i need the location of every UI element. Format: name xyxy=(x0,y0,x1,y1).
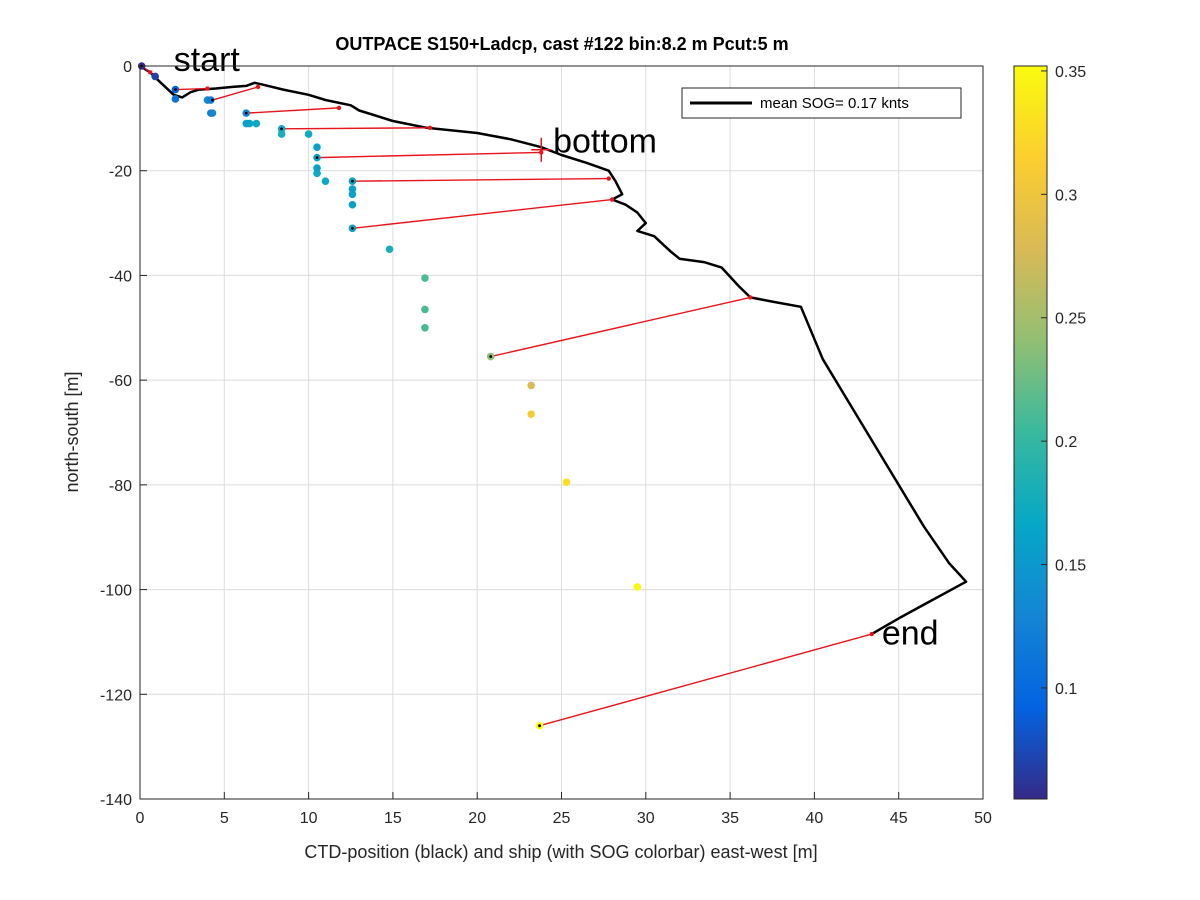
ship-point xyxy=(348,190,357,199)
ship-point xyxy=(313,169,321,178)
connector-line xyxy=(175,87,208,91)
ship-point-marker xyxy=(211,98,214,102)
y-tick-label: -100 xyxy=(100,583,132,600)
connector-line xyxy=(352,177,609,182)
ctd-track-line xyxy=(139,64,968,636)
annotation-layer: start bottom end xyxy=(174,41,939,652)
chart-title: OUTPACE S150+Ladcp, cast #122 bin:8.2 m … xyxy=(335,34,788,54)
ship-point xyxy=(421,305,429,314)
colorbar-tick-label: 0.3 xyxy=(1055,187,1077,204)
annotation-bottom: bottom xyxy=(553,122,657,160)
ship-point xyxy=(313,164,321,172)
y-tick-label: -120 xyxy=(100,687,132,704)
ship-point xyxy=(348,200,357,209)
y-tick-label: -80 xyxy=(109,478,132,495)
ctd-track-layer xyxy=(139,64,968,636)
ship-point-marker xyxy=(244,111,248,115)
tick-labels: 0 5 10 15 20 25 30 35 40 45 50 0 -20 -40 -60 -80 -100 -12… xyxy=(100,59,992,827)
ship-point-marker xyxy=(315,156,319,160)
connector-ctd-marker xyxy=(255,84,261,90)
x-tick-label: 10 xyxy=(300,810,318,827)
colorbar-ticks: 0.1 0.15 0.2 0.25 0.3 0.35 xyxy=(1041,64,1086,698)
ship-point xyxy=(385,245,394,254)
x-tick-label: 40 xyxy=(806,810,824,827)
ship-point-marker xyxy=(280,127,284,131)
colorbar-tick-label: 0.35 xyxy=(1055,64,1086,81)
colorbar-tick-label: 0.2 xyxy=(1055,434,1077,451)
ship-point xyxy=(321,177,330,185)
connector-line xyxy=(490,296,751,358)
y-tick-label: -140 xyxy=(100,792,132,809)
legend-entry: mean SOG= 0.17 knts xyxy=(760,95,909,112)
ship-point xyxy=(421,323,429,332)
x-tick-label: 35 xyxy=(721,810,739,827)
y-tick-label: -20 xyxy=(109,164,132,181)
x-tick-label: 45 xyxy=(890,810,908,827)
ship-point xyxy=(527,381,535,390)
connector-line xyxy=(352,198,613,230)
ship-point xyxy=(304,130,313,138)
x-axis-label: CTD-position (black) and ship (with SOG … xyxy=(304,842,817,862)
ship-point xyxy=(421,274,429,282)
connector-ctd-marker xyxy=(606,176,611,181)
annotation-start: start xyxy=(174,41,241,79)
connector-line xyxy=(281,127,430,130)
ship-points-layer xyxy=(137,62,642,730)
connector-ctd-marker xyxy=(609,197,615,202)
y-tick-label: -40 xyxy=(109,268,132,285)
ship-point xyxy=(252,119,261,128)
annotation-end: end xyxy=(882,615,939,653)
ship-point xyxy=(348,185,357,193)
x-tick-label: 5 xyxy=(220,810,229,827)
ship-point-marker xyxy=(351,179,354,183)
x-tick-label: 30 xyxy=(637,810,655,827)
connector-ctd-marker xyxy=(336,105,342,111)
connector-layer xyxy=(141,65,874,727)
x-tick-label: 0 xyxy=(136,810,145,827)
ship-point xyxy=(277,130,286,138)
ship-point xyxy=(562,478,571,487)
connector-ctd-marker xyxy=(427,125,433,130)
ship-point-marker xyxy=(174,88,177,91)
ship-point xyxy=(171,95,180,103)
x-tick-label: 15 xyxy=(384,810,402,827)
colorbar-tick-label: 0.1 xyxy=(1055,681,1077,698)
y-tick-label: 0 xyxy=(123,59,132,76)
ship-point xyxy=(313,143,321,151)
connector-line xyxy=(539,633,872,727)
ship-point-marker xyxy=(489,355,493,358)
ship-point xyxy=(208,109,217,117)
ship-point xyxy=(527,410,535,418)
colorbar-tick-label: 0.25 xyxy=(1055,311,1086,328)
ship-point xyxy=(633,583,642,591)
x-tick-label: 25 xyxy=(553,810,571,827)
ship-point-marker xyxy=(351,226,354,230)
legend-box xyxy=(681,87,962,119)
ship-point xyxy=(207,96,215,104)
ship-point-marker xyxy=(538,724,541,728)
connector-line xyxy=(212,86,259,101)
connector-line xyxy=(246,107,339,114)
connector-ctd-marker xyxy=(748,295,753,300)
ship-point xyxy=(245,119,254,128)
y-axis-label: north-south [m] xyxy=(62,371,82,492)
colorbar xyxy=(1013,65,1048,800)
x-tick-label: 20 xyxy=(468,810,486,827)
connector-ctd-marker xyxy=(205,86,210,91)
y-tick-label: -60 xyxy=(109,373,132,390)
connector-ctd-marker xyxy=(869,631,874,637)
connector-line xyxy=(317,151,542,159)
x-tick-label: 50 xyxy=(974,810,992,827)
ship-point xyxy=(151,72,159,81)
colorbar-tick-label: 0.15 xyxy=(1055,558,1086,575)
connector-ctd-marker xyxy=(147,70,153,75)
legend: mean SOG= 0.17 knts xyxy=(681,87,962,119)
